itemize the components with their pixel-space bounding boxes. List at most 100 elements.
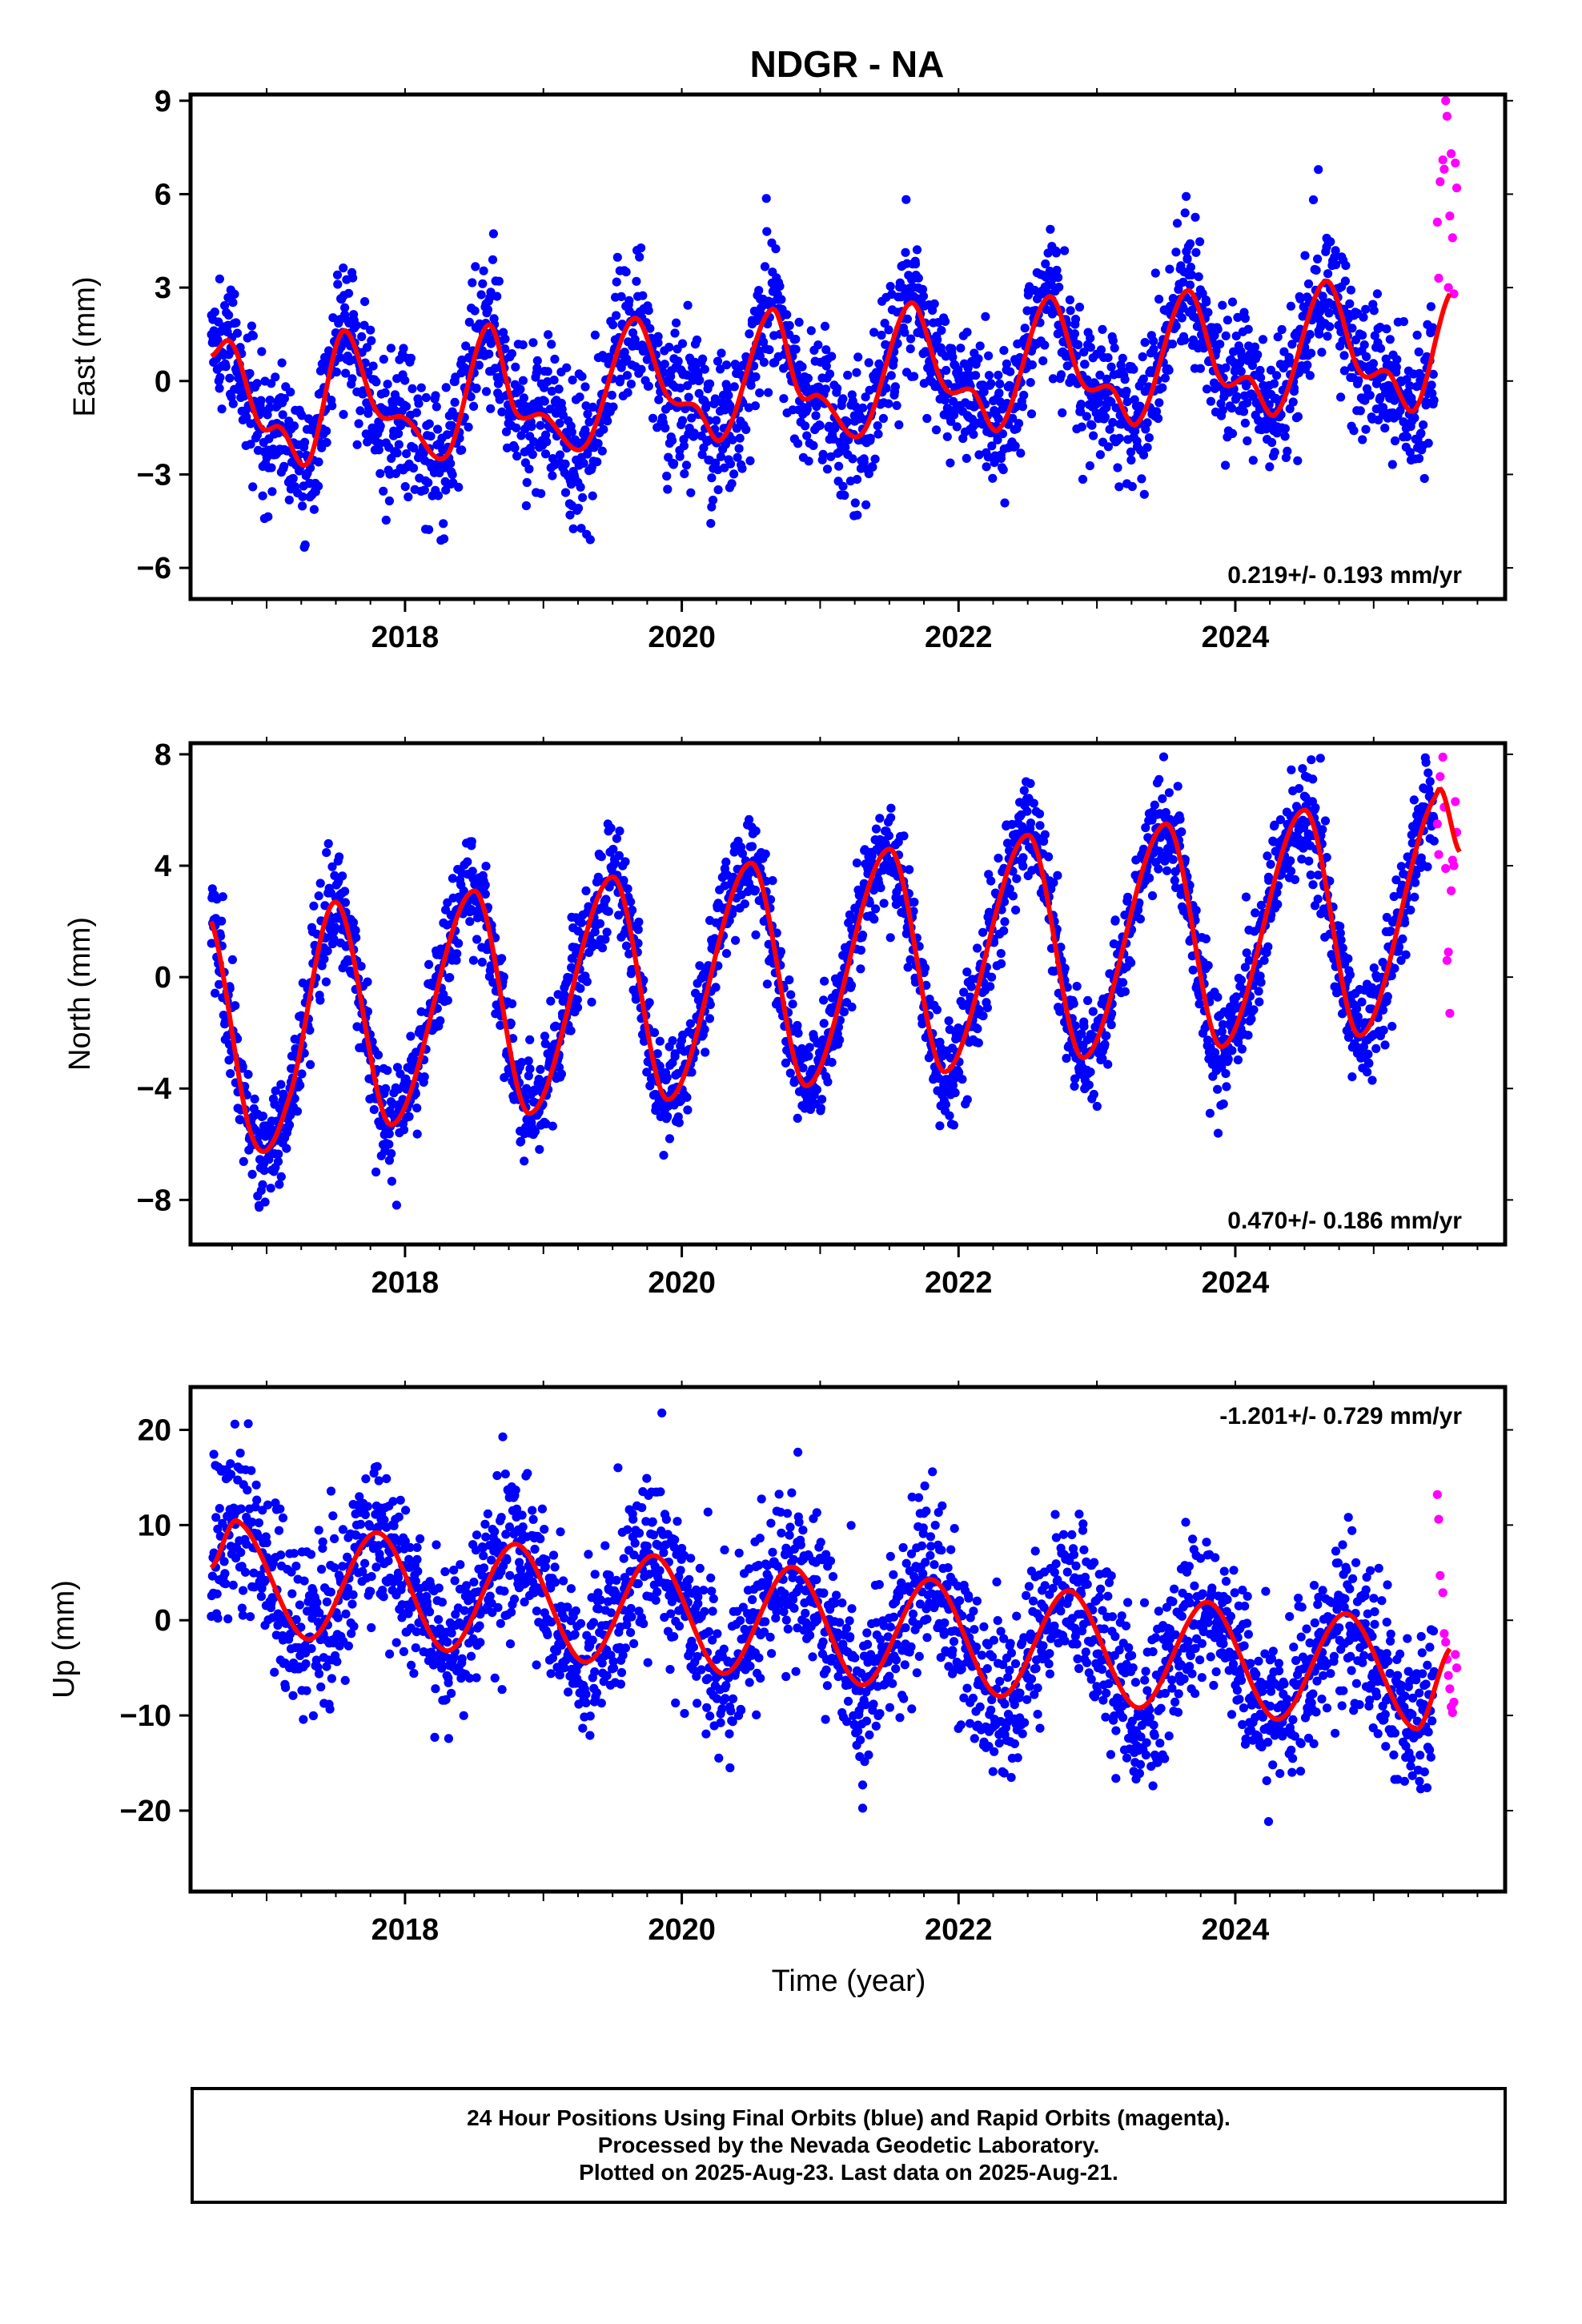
- north-final-point: [1403, 852, 1412, 862]
- north-final-point: [1256, 900, 1266, 910]
- north-final-point: [1297, 854, 1307, 864]
- east-final-point: [822, 464, 833, 474]
- east-fit-curve: [210, 278, 1452, 468]
- north-final-point: [711, 983, 721, 992]
- east-final-point: [669, 459, 679, 468]
- north-final-point: [1287, 866, 1296, 876]
- east-final-point: [675, 452, 685, 461]
- north-final-point: [1259, 955, 1269, 965]
- north-final-point: [1088, 1007, 1098, 1016]
- east-final-point: [1138, 450, 1149, 460]
- east-final-point: [1142, 418, 1152, 428]
- east-final-point: [1243, 324, 1253, 334]
- east-final-point: [1266, 365, 1276, 375]
- east-final-point: [861, 500, 871, 510]
- east-final-point: [1086, 343, 1095, 352]
- east-final-point: [1405, 381, 1415, 391]
- east-final-point: [890, 382, 900, 392]
- east-final-point: [1218, 405, 1227, 415]
- east-final-point: [1283, 446, 1292, 456]
- north-final-point: [260, 1197, 270, 1207]
- east-final-point: [1250, 342, 1260, 352]
- east-final-point: [1331, 260, 1341, 270]
- east-final-point: [1410, 413, 1419, 423]
- north-final-point: [295, 1080, 305, 1090]
- east-final-point: [1303, 360, 1312, 370]
- north-final-point: [705, 1014, 715, 1023]
- east-final-point: [355, 406, 365, 416]
- north-final-point: [276, 1080, 286, 1089]
- north-final-point: [412, 1129, 422, 1139]
- north-final-point: [700, 1024, 709, 1035]
- east-final-point: [1324, 308, 1334, 318]
- east-final-point: [1096, 345, 1106, 355]
- east-final-point: [588, 402, 598, 412]
- east-final-point: [1082, 412, 1091, 421]
- east-final-point: [1381, 354, 1391, 364]
- east-final-point: [632, 276, 641, 286]
- east-final-point: [697, 450, 707, 460]
- east-final-point: [331, 368, 341, 377]
- north-final-point: [804, 1051, 813, 1061]
- north-final-point: [412, 1104, 422, 1113]
- east-final-point: [1269, 379, 1279, 388]
- north-final-point: [932, 1005, 942, 1015]
- east-final-point: [1006, 367, 1015, 376]
- north-final-point: [1290, 875, 1300, 884]
- north-final-point: [309, 901, 319, 911]
- east-final-point: [215, 372, 225, 382]
- north-final-point: [1306, 870, 1315, 880]
- north-final-point: [674, 1118, 684, 1128]
- north-final-point: [659, 1151, 669, 1160]
- east-final-point: [1341, 261, 1351, 271]
- east-final-point: [779, 394, 789, 404]
- east-final-point: [700, 364, 709, 374]
- north-final-point: [1383, 991, 1392, 1001]
- north-final-point: [705, 999, 715, 1010]
- east-final-point: [478, 279, 488, 288]
- east-final-point: [360, 297, 370, 307]
- east-final-point: [1405, 448, 1415, 457]
- east-final-point: [383, 380, 392, 389]
- east-final-point: [716, 452, 726, 461]
- north-final-point: [1351, 1004, 1362, 1014]
- east-final-point: [760, 262, 770, 271]
- north-final-point: [1049, 878, 1058, 887]
- east-final-point: [636, 243, 646, 253]
- east-final-point: [554, 384, 564, 394]
- east-final-point: [1359, 312, 1368, 322]
- east-y-tick-label: 3: [155, 271, 171, 305]
- east-final-point: [215, 384, 224, 393]
- north-final-point: [1423, 862, 1432, 871]
- east-final-point: [297, 411, 307, 420]
- east-final-point: [1326, 237, 1335, 247]
- north-final-point: [508, 999, 517, 1008]
- east-final-point: [998, 465, 1008, 475]
- east-final-point: [729, 382, 739, 392]
- east-final-point: [408, 384, 417, 393]
- east-final-point: [528, 338, 538, 348]
- east-final-point: [409, 443, 419, 453]
- north-final-point: [786, 990, 796, 999]
- north-final-point: [1213, 1128, 1223, 1138]
- north-final-point: [1069, 999, 1078, 1008]
- north-final-point: [765, 895, 776, 904]
- north-final-point: [1371, 1043, 1381, 1053]
- north-final-point: [740, 899, 749, 909]
- north-final-point: [1077, 1029, 1086, 1039]
- east-final-point: [922, 413, 932, 424]
- north-final-point: [1313, 895, 1323, 904]
- east-final-point: [1243, 398, 1252, 408]
- north-final-point: [1150, 800, 1159, 810]
- east-final-point: [813, 340, 823, 350]
- east-y-axis-label: East (mm): [68, 276, 102, 416]
- east-final-point: [1094, 398, 1104, 408]
- north-final-point: [905, 865, 914, 875]
- north-final-point: [1102, 1031, 1111, 1040]
- north-final-point: [384, 1156, 394, 1165]
- north-final-point: [211, 988, 220, 998]
- north-final-point: [1247, 1014, 1256, 1023]
- north-final-point: [593, 872, 603, 882]
- east-final-point: [838, 481, 848, 491]
- north-final-point: [1070, 1081, 1079, 1091]
